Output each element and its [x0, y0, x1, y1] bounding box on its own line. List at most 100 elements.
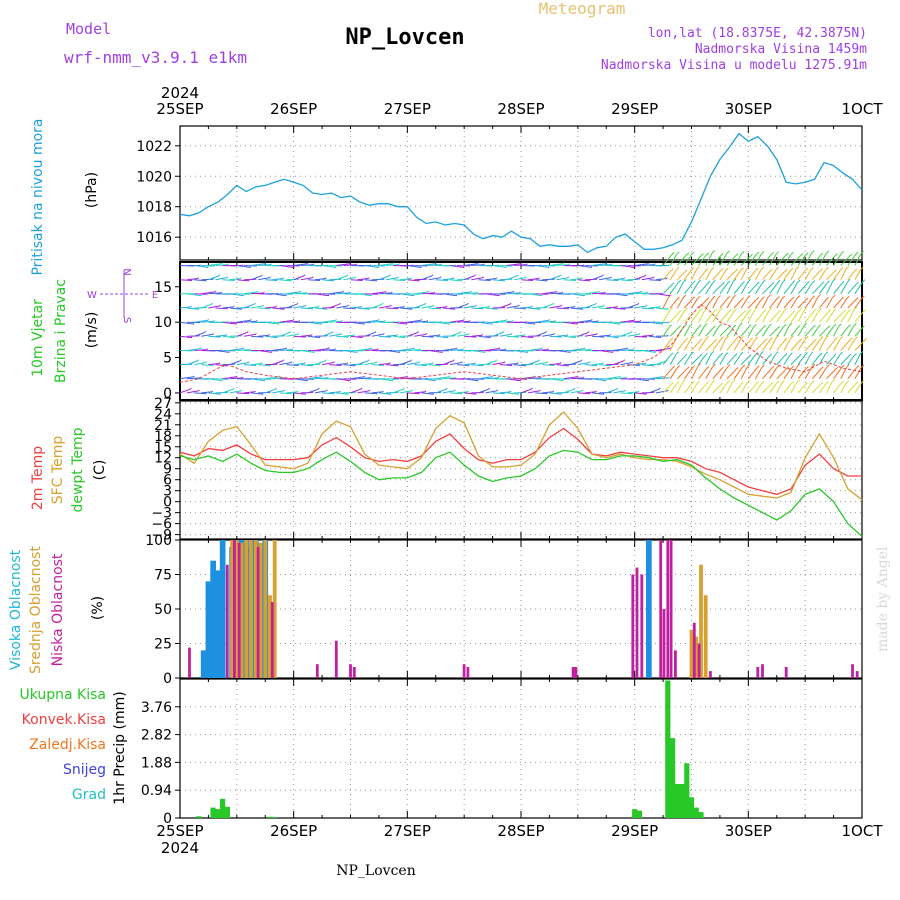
wind-barb — [250, 363, 263, 366]
wind-barb-flag — [735, 367, 739, 370]
wind-barb-flag — [388, 274, 391, 277]
wind-barb — [719, 270, 727, 280]
wind-barb — [187, 390, 199, 394]
wind-barb — [847, 383, 857, 394]
wind-barb — [243, 320, 257, 323]
wind-barb — [641, 277, 654, 281]
wind-barb-flag — [686, 252, 690, 256]
wind-barb-flag — [798, 353, 802, 357]
wind-barb — [755, 340, 766, 351]
wind-barb — [471, 364, 484, 367]
wind-barb-flag — [539, 389, 541, 392]
wind-barb — [414, 291, 429, 295]
wind-barb — [819, 299, 827, 309]
wind-barb — [279, 265, 294, 268]
wind-barb — [343, 364, 356, 367]
wind-barb — [187, 377, 201, 380]
bar-cloud_mid — [230, 540, 234, 678]
wind-barb — [570, 360, 582, 366]
model-name: wrf-nmm_v3.9.1 e1km — [64, 48, 247, 67]
day-label-bottom: 27SEP — [384, 822, 431, 840]
wind-barb-flag — [339, 302, 341, 305]
model-label: Model — [66, 20, 111, 38]
wind-barb — [591, 335, 605, 338]
wind-barb — [662, 309, 671, 323]
wind-barb — [393, 335, 406, 339]
bar-cloud_low — [233, 540, 236, 678]
wind-barb — [698, 383, 707, 394]
wind-barb — [762, 367, 773, 380]
wind-barb — [747, 339, 756, 351]
wind-barb — [762, 284, 772, 295]
wind-barb — [435, 388, 447, 394]
wind-barb-flag — [417, 331, 420, 333]
wind-barb-flag — [775, 351, 779, 355]
wind-barb — [662, 383, 672, 394]
wind-barb-flag — [312, 276, 314, 278]
wind-barb — [662, 284, 673, 295]
bar-cloud_low — [635, 567, 639, 678]
wind-barb-flag — [811, 380, 815, 384]
wind-barb — [322, 265, 336, 268]
wind-barb — [620, 332, 631, 337]
wind-barb — [754, 367, 763, 380]
wind-barb — [712, 297, 719, 309]
bar-cloud_low — [674, 650, 677, 678]
wind-barb — [329, 265, 343, 267]
wind-barb-flag — [832, 294, 836, 298]
wind-barb — [563, 321, 578, 325]
wind-barb — [826, 369, 836, 380]
wind-barb — [599, 350, 614, 353]
wind-barb — [371, 291, 386, 295]
wind-barb — [357, 390, 370, 394]
wind-barb — [591, 363, 604, 366]
wind-barb-flag — [594, 302, 597, 305]
wind-barb — [449, 265, 464, 268]
wind-barb — [762, 254, 772, 266]
wind-barb-flag — [671, 282, 675, 285]
wind-barb — [442, 348, 457, 351]
wind-barb — [243, 265, 257, 267]
wind-barb — [776, 382, 783, 394]
wind-barb-flag — [733, 308, 737, 312]
wind-barb — [847, 325, 855, 337]
wind-barb-flag — [854, 268, 858, 272]
wind-barb-flag — [552, 302, 555, 305]
wind-barb — [762, 383, 772, 394]
wind-barb — [307, 306, 319, 309]
day-labels-bottom: 25SEP 26SEP 27SEP 28SEP 29SEP 30SEP 1OCT — [156, 822, 883, 840]
wind-barb — [549, 363, 561, 366]
product-title: Meteogram — [539, 0, 626, 18]
wind-barb — [676, 356, 685, 365]
wind-barb — [222, 335, 235, 339]
wind-barb-flag — [296, 302, 299, 305]
wind-barb — [492, 392, 505, 395]
wind-speed-line — [179, 303, 863, 383]
bar-cloud_high — [210, 560, 216, 678]
wind-barb — [691, 255, 702, 266]
wind-barb-flag — [644, 274, 647, 277]
wind-barb — [300, 277, 313, 281]
bar-precip_total — [679, 784, 685, 818]
wind-barb — [329, 391, 341, 394]
wind-barb — [804, 269, 812, 280]
wind-barb-flag — [791, 296, 795, 300]
year-top: 2024 — [161, 84, 199, 102]
wind-barb-flag — [718, 323, 723, 327]
wind-barb-flag — [846, 296, 850, 300]
wind-barb — [826, 310, 834, 323]
wind-barb — [740, 382, 748, 394]
wind-barb — [364, 332, 376, 337]
wind-barb — [201, 391, 213, 394]
day-label-bottom: 25SEP — [156, 822, 203, 840]
day-label-bottom: 30SEP — [725, 822, 772, 840]
wind-barb — [754, 298, 763, 309]
wind-barb-flag — [467, 302, 469, 305]
wind-barb-flag — [796, 379, 800, 383]
wind-barb — [627, 320, 641, 323]
wind-barb-flag — [432, 304, 435, 307]
wind-barb — [776, 254, 787, 266]
wind-barb — [322, 362, 334, 366]
wind-barb — [691, 355, 701, 365]
wind-barb — [634, 335, 647, 338]
